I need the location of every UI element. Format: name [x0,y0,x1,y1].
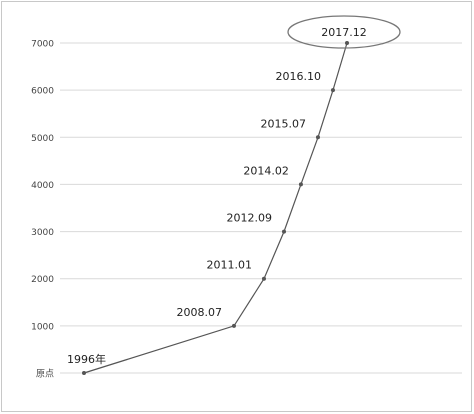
data-point-2015.07 [315,135,320,140]
data-label-1996年: 1996年 [67,352,106,366]
y-tick-label-0: 原点 [36,369,54,380]
grid-lines [60,42,462,374]
highlight-annotation [287,15,401,49]
data-point-2014.02 [298,182,303,187]
highlight-ellipse [287,15,401,49]
y-tick-label-2000: 2000 [31,275,54,285]
data-label-2016.10: 2016.10 [275,70,321,83]
data-label-2008.07: 2008.07 [176,306,222,319]
data-point-2011.01 [261,276,266,281]
y-tick-label-4000: 4000 [31,181,54,191]
data-points [82,41,349,375]
data-point-2017.12 [345,41,349,45]
data-labels: 1996年 2008.07 2011.01 2012.09 2014.02 2015.07… [67,26,367,366]
y-tick-label-7000: 7000 [31,40,54,50]
data-point-2012.09 [282,229,287,234]
y-axis-ticks: 原点 1000 2000 3000 4000 5000 6000 7000 [31,40,54,380]
data-label-2015.07: 2015.07 [260,117,306,130]
series-line [83,42,348,374]
data-label-2011.01: 2011.01 [206,259,252,272]
data-label-2012.09: 2012.09 [227,212,273,225]
y-tick-label-3000: 3000 [31,228,54,238]
data-label-2014.02: 2014.02 [243,164,289,177]
data-point-1996年 [82,371,86,375]
series-line-path [83,42,348,374]
y-tick-label-5000: 5000 [31,134,54,144]
data-point-2016.10 [330,88,335,93]
y-tick-label-6000: 6000 [31,87,54,97]
data-point-2008.07 [231,323,236,328]
data-label-2017.12: 2017.12 [321,26,367,39]
y-tick-label-1000: 1000 [31,322,54,332]
